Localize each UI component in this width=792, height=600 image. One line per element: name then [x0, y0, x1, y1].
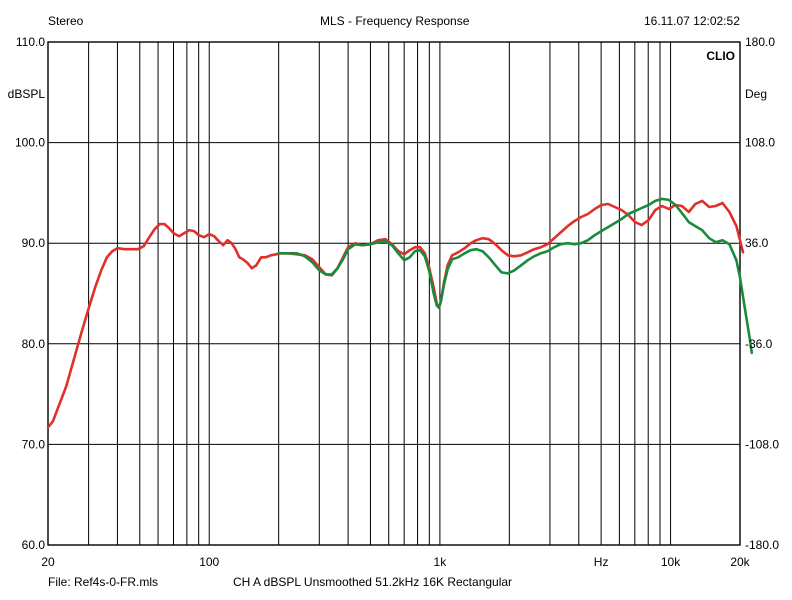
x-tick-label: 1k: [434, 555, 448, 569]
x-tick-label: 10k: [661, 555, 681, 569]
series-line-1: [46, 199, 745, 429]
axis-labels: 110.0 100.0 90.0 80.0 70.0 60.0 180.0 108.0 36.0…: [8, 35, 780, 569]
header-left-label: Stereo: [48, 14, 84, 28]
y-tick-label: 70.0: [22, 437, 46, 451]
y-tick-label: 80.0: [22, 337, 46, 351]
y-tick-label: 90.0: [22, 236, 46, 250]
y2-tick-label: -180.0: [745, 538, 779, 552]
y2-tick-label: -108.0: [745, 437, 779, 451]
grid: [48, 42, 740, 545]
x-tick-label: 100: [199, 555, 219, 569]
y2-axis-label: Deg: [745, 87, 767, 101]
y2-tick-label: 180.0: [745, 35, 775, 49]
y-tick-label: 110.0: [16, 35, 45, 49]
footer-file-label: File: Ref4s-0-FR.mls: [48, 575, 159, 589]
header-datetime: 16.11.07 12:02:52: [644, 14, 740, 28]
footer-settings-label: CH A dBSPL Unsmoothed 51.2kHz 16K Rectan…: [233, 575, 513, 589]
x-axis-label: Hz: [594, 555, 609, 569]
series-line-2: [277, 197, 754, 355]
x-tick-label: 20: [41, 555, 55, 569]
chart-title: MLS - Frequency Response: [320, 14, 470, 28]
y-tick-label: 100.0: [15, 136, 45, 150]
plot-frame: [47, 41, 741, 546]
y2-tick-label: 108.0: [745, 136, 775, 150]
clio-brand-logo: CLIO: [706, 49, 735, 63]
y2-tick-label: 36.0: [745, 236, 769, 250]
x-tick-label: 20k: [730, 555, 750, 569]
series-group: [46, 197, 754, 429]
y-axis-label: dBSPL: [8, 87, 46, 101]
y2-tick-label: -36.0: [745, 337, 773, 351]
y-tick-label: 60.0: [22, 538, 46, 552]
